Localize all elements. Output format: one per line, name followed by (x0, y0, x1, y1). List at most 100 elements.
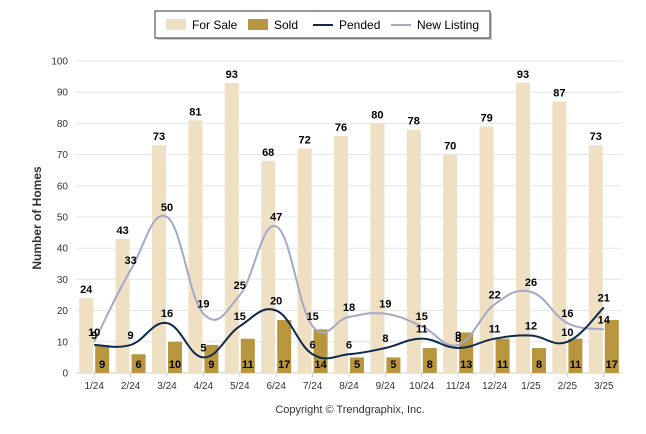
for-sale-value-label: 93 (226, 69, 238, 81)
y-tick-label: 20 (57, 306, 69, 317)
sold-bar (604, 319, 619, 373)
y-tick-label: 30 (57, 275, 69, 286)
pended-value-label: 20 (270, 296, 282, 308)
y-tick-label: 10 (57, 337, 69, 348)
x-tick-label: 2/25 (558, 381, 578, 392)
legend-label-pended: Pended (339, 18, 380, 32)
for-sale-bar (188, 120, 203, 373)
for-sale-value-label: 43 (116, 225, 128, 237)
for-sale-bar (152, 145, 166, 373)
series-lines (93, 214, 605, 360)
y-tick-label: 50 (57, 213, 69, 224)
pended-value-label: 8 (455, 333, 461, 345)
new-listing-value-label: 33 (124, 255, 136, 267)
x-tick-label: 4/24 (194, 381, 214, 392)
for-sale-value-label: 81 (189, 106, 201, 118)
sold-bar (240, 338, 255, 373)
sold-bar (131, 354, 146, 373)
x-tick-label: 2/24 (121, 381, 141, 392)
for-sale-bars (79, 82, 603, 374)
for-sale-bar (334, 135, 348, 373)
for-sale-value-label: 70 (444, 141, 456, 153)
pended-value-label: 9 (91, 330, 97, 342)
for-sale-bar (479, 126, 494, 374)
copyright: Copyright © Trendgraphix, Inc. (275, 404, 424, 416)
for-sale-bar (115, 238, 130, 373)
new-listing-value-label: 9 (455, 330, 461, 342)
x-axis: 1/24 2/24 3/24 4/24 5/24 6/24 7/24 8/24 9/24 10/2… (84, 373, 614, 392)
sold-value-label: 8 (536, 359, 542, 371)
y-tick-label: 70 (57, 150, 69, 161)
y-tick-label: 80 (57, 119, 69, 130)
new-listing-value-label: 19 (197, 299, 209, 311)
sold-value-label: 9 (99, 359, 105, 371)
for-sale-bar (370, 123, 385, 374)
new-listing-value-label: 26 (525, 277, 537, 289)
for-sale-bar (79, 298, 94, 373)
y-axis: 0 10 20 30 40 50 60 70 80 90 100 (51, 57, 68, 380)
pended-value-label: 5 (200, 342, 206, 354)
pended-value-label: 11 (416, 324, 428, 336)
pended-line (94, 306, 605, 360)
x-tick-label: 12/24 (482, 381, 507, 392)
y-tick-label: 0 (62, 369, 68, 380)
sold-value-label: 11 (570, 359, 582, 371)
legend-label-new-listing: New Listing (417, 18, 479, 32)
sold-bar (568, 338, 583, 373)
new-listing-value-label: 15 (416, 311, 428, 323)
pended-value-label: 21 (598, 292, 610, 304)
for-sale-value-label: 78 (408, 116, 420, 128)
for-sale-bar (443, 154, 458, 373)
for-sale-value-label: 73 (153, 131, 165, 143)
new-listing-value-label: 15 (306, 311, 318, 323)
for-sale-value-label: 76 (335, 122, 347, 134)
for-sale-bar (588, 145, 603, 373)
pended-value-label: 8 (382, 333, 388, 345)
sold-value-label: 5 (354, 359, 360, 371)
new-listing-value-label: 14 (598, 314, 611, 326)
for-sale-value-label: 72 (298, 134, 310, 146)
sold-bars (95, 319, 619, 373)
sold-value-label: 10 (169, 359, 181, 371)
for-sale-bar (552, 101, 567, 373)
sold-value-label: 6 (136, 359, 142, 371)
for-sale-bar (406, 129, 421, 373)
new-listing-value-label: 18 (343, 302, 355, 314)
sold-value-label: 5 (390, 359, 396, 371)
legend-label-sold: Sold (274, 18, 298, 32)
y-tick-label: 90 (57, 88, 69, 99)
new-listing-value-label: 10 (88, 327, 100, 339)
sold-value-label: 13 (460, 359, 472, 371)
x-tick-label: 11/24 (446, 381, 471, 392)
x-tick-label: 3/24 (157, 381, 177, 392)
x-tick-label: 3/25 (594, 381, 614, 392)
pended-value-label: 10 (561, 327, 573, 339)
new-listing-value-label: 19 (379, 299, 391, 311)
pended-value-label: 15 (234, 311, 246, 323)
pended-value-label: 16 (161, 308, 173, 320)
sold-bar (532, 348, 546, 373)
new-listing-value-label: 50 (161, 202, 173, 214)
pended-value-label: 11 (489, 324, 501, 336)
x-tick-label: 1/25 (521, 381, 541, 392)
sold-value-label: 11 (242, 359, 254, 371)
for-sale-value-label: 73 (590, 131, 602, 143)
x-tick-label: 1/24 (84, 381, 104, 392)
x-tick-label: 6/24 (266, 381, 286, 392)
for-sale-bar (516, 82, 530, 373)
sold-value-label: 11 (497, 359, 509, 371)
sold-bar (313, 329, 328, 373)
x-tick-label: 8/24 (339, 381, 359, 392)
for-sale-value-label: 93 (517, 69, 529, 81)
x-tick-label: 5/24 (230, 381, 250, 392)
x-tick-label: 7/24 (303, 381, 323, 392)
new-listing-value-label: 22 (488, 289, 500, 301)
y-tick-label: 40 (57, 244, 69, 255)
legend-label-for-sale: For Sale (192, 18, 238, 32)
for-sale-bar (261, 160, 276, 373)
for-sale-value-label: 68 (262, 147, 274, 159)
legend-swatch-for-sale (166, 19, 186, 30)
new-listing-line (93, 214, 604, 347)
